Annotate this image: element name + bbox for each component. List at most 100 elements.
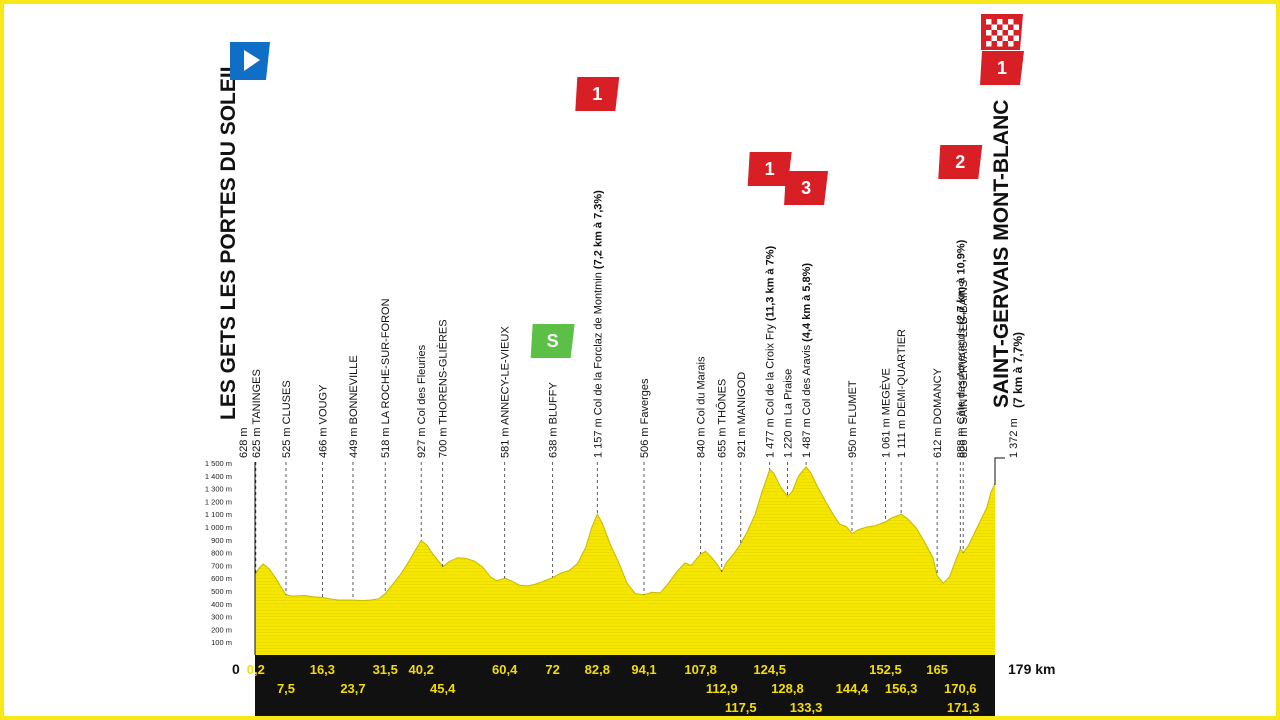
- y-tick-label: 200 m: [211, 625, 232, 634]
- y-tick-label: 400 m: [211, 600, 232, 609]
- km-label: 60,4: [492, 662, 518, 677]
- finish-check: [1002, 24, 1008, 30]
- km-label: 31,5: [373, 662, 398, 677]
- km-label: 82,8: [585, 662, 610, 677]
- waypoint-name: Col de la Forclaz de Montmin: [592, 269, 604, 415]
- sprint-badge: S: [530, 324, 575, 358]
- waypoint-label: 655 m THÔNES: [716, 379, 729, 458]
- waypoint-name: THORENS-GLIÈRES: [437, 319, 450, 424]
- km-label: 128,8: [771, 681, 804, 696]
- start-flag-icon: [230, 42, 270, 80]
- waypoint-name: MEGÈVE: [879, 368, 892, 415]
- waypoint-label: 1 220 m La Praise: [782, 369, 794, 458]
- start-elevation: 628 m: [238, 427, 250, 458]
- finish-check: [986, 41, 992, 47]
- waypoint-climb: (2,7 km à 10,9%): [955, 239, 967, 324]
- waypoint-label: 525 m CLUSES: [281, 380, 293, 458]
- waypoint-elevation: 1 111 m: [896, 417, 908, 458]
- waypoint-name: Faverges: [639, 378, 651, 424]
- waypoint-name: MANIGOD: [736, 372, 748, 425]
- climb-badge: 3: [784, 171, 829, 205]
- waypoint-name: SAINT-GERVAIS-LES-BAINS: [958, 280, 970, 424]
- badges: 1 S 1 3 2 1: [230, 14, 1024, 358]
- km-label: 112,9: [706, 681, 738, 696]
- waypoint-climb: (11,3 km à 7%): [765, 245, 777, 321]
- finish-leader: [994, 457, 1005, 485]
- km-label: 117,5: [725, 700, 757, 715]
- waypoint-elevation: 826 m: [958, 424, 970, 458]
- waypoint-label: 1 061 m MEGÈVE: [879, 368, 892, 458]
- finish-flag-icon: [981, 14, 1023, 50]
- waypoint-name: FLUMET: [847, 380, 859, 424]
- waypoint-elevation: 506 m: [639, 424, 651, 458]
- finish-name: SAINT-GERVAIS MONT-BLANC: [990, 100, 1013, 408]
- waypoint-elevation: 449 m: [348, 424, 360, 458]
- y-tick-label: 600 m: [211, 574, 232, 583]
- finish-check: [997, 41, 1003, 47]
- km-label: 165: [926, 662, 948, 677]
- km-label: 0,2: [247, 662, 265, 677]
- km-label: 152,5: [869, 662, 902, 677]
- y-tick-label: 800 m: [211, 549, 232, 558]
- waypoint-name: Col de la Croix Fry: [765, 321, 777, 415]
- waypoint-elevation: 625 m: [251, 425, 263, 458]
- finish-check: [1013, 35, 1019, 41]
- waypoint-label: 927 m Col des Fleuries: [416, 344, 428, 458]
- badge-shape: [747, 152, 792, 186]
- y-tick-label: 1 100 m: [205, 510, 232, 519]
- y-tick-label: 1 200 m: [205, 497, 232, 506]
- waypoint-label: 581 m ANNECY-LE-VIEUX: [500, 326, 512, 458]
- climb-badge: 2: [938, 145, 983, 179]
- waypoint-name: BLUFFY: [548, 382, 560, 425]
- waypoint-elevation: 581 m: [500, 425, 512, 458]
- waypoint-name: TANINGES: [251, 369, 263, 424]
- waypoint-name: Col des Fleuries: [416, 344, 428, 424]
- waypoint-name: DEMI-QUARTIER: [896, 329, 908, 417]
- km-label: 156,3: [885, 681, 918, 696]
- badge-shape: [938, 145, 983, 179]
- km-label: 7,5: [277, 681, 295, 696]
- km-label: 72: [545, 662, 559, 677]
- waypoint-label: 638 m BLUFFY: [548, 382, 560, 458]
- badge-shape: [530, 324, 575, 358]
- waypoint-label: 1 111 m DEMI-QUARTIER: [896, 329, 908, 458]
- finish-check: [1008, 30, 1014, 36]
- km-label: 170,6: [944, 681, 977, 696]
- finish-climb: (7 km à 7,7%): [1011, 332, 1025, 408]
- y-tick-label: 700 m: [211, 561, 232, 570]
- waypoint-climb: (7,2 km à 7,3%): [592, 190, 604, 269]
- finish-check: [997, 30, 1003, 36]
- waypoint-elevation: 840 m: [696, 424, 708, 458]
- finish-check: [1013, 24, 1019, 30]
- km-label: 107,8: [684, 662, 717, 677]
- waypoint-elevation: 466 m: [317, 424, 329, 458]
- start-km-label: 0: [232, 661, 240, 677]
- waypoint-elevation: 655 m: [717, 425, 729, 458]
- badge-shape: [980, 51, 1024, 85]
- km-label: 40,2: [409, 662, 434, 677]
- waypoint-elevation: 700 m: [438, 425, 450, 458]
- climb-badge: 1: [980, 51, 1024, 85]
- waypoint-name: VOUGY: [317, 384, 329, 424]
- waypoint-name: La Praise: [782, 369, 794, 415]
- km-labels: 0,2 7,5 16,3 23,7 31,5 40,2 45,4 60,4 72 82,8 94,1…: [247, 662, 980, 715]
- y-tick-label: 1 000 m: [205, 523, 232, 532]
- finish-elevation: 1 372 m: [1008, 418, 1020, 458]
- waypoint-name: CLUSES: [281, 380, 293, 424]
- waypoint-name: THÔNES: [716, 379, 729, 425]
- y-axis: 100 m 200 m 300 m 400 m 500 m 600 m 700 m 800 m…: [205, 459, 256, 655]
- finish-check: [986, 30, 992, 36]
- waypoint-label: 1 487 m Col des Aravis (4,4 km à 5,8%): [801, 263, 813, 458]
- climb-badge: 1: [747, 152, 792, 186]
- start-flag-arrow: [244, 50, 260, 71]
- waypoint-elevation: 525 m: [281, 424, 293, 458]
- waypoint-name: DOMANCY: [932, 367, 944, 424]
- waypoint-label: 449 m BONNEVILLE: [348, 355, 360, 458]
- waypoint-name: Col des Aravis: [801, 342, 813, 415]
- elevation-profile-outline: [254, 465, 996, 602]
- badge-shape: [784, 171, 829, 205]
- y-tick-label: 900 m: [211, 536, 232, 545]
- waypoint-leader-lines: [254, 457, 1005, 655]
